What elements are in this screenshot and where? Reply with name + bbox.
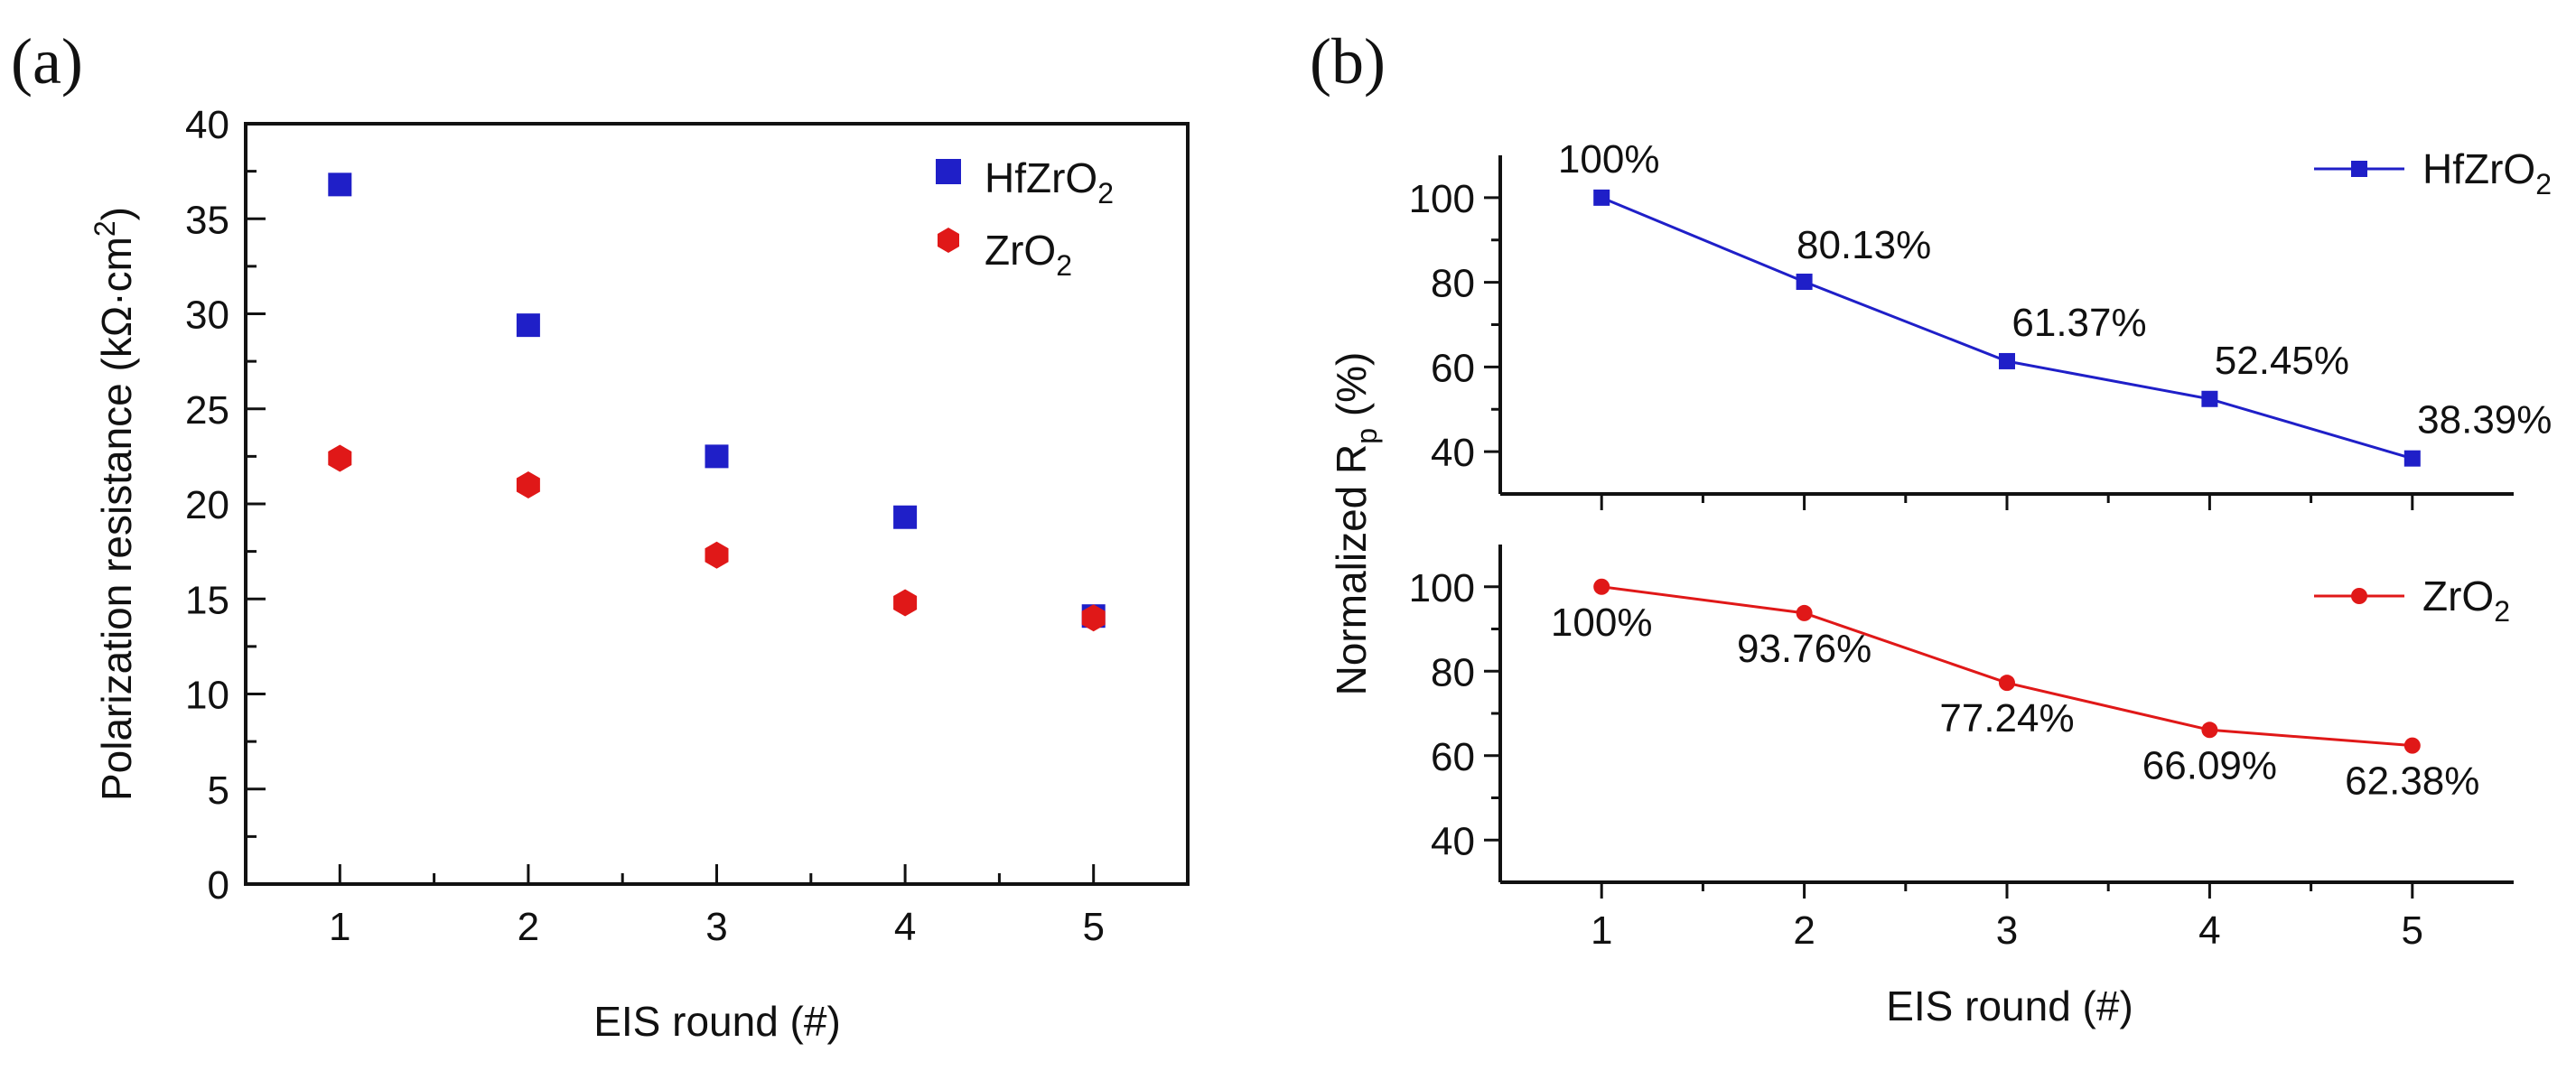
panel-b-line-chart: (b) 40 60 80 100 40 60 80 100 1 2 3 4 5 100% 80.13% 61…	[1310, 25, 2552, 1029]
panel-b-y-axis-label: Normalized Rp (%)	[1328, 352, 1383, 696]
a-y-tick-label: 15	[185, 578, 229, 622]
b-point-zro2	[1593, 578, 1610, 595]
b-y-tick-label: 100	[1409, 566, 1475, 610]
a-point-hfzro2	[516, 313, 540, 338]
b-data-label-hfzro2: 52.45%	[2215, 339, 2349, 383]
a-point-zro2	[705, 541, 729, 569]
b-x-tick-label: 4	[2198, 908, 2220, 953]
a-point-zro2	[893, 589, 918, 617]
legend-label-hfzro2: HfZrO2	[2422, 145, 2552, 200]
b-y-tick-label: 60	[1431, 735, 1475, 779]
b-data-label-hfzro2: 61.37%	[2011, 301, 2146, 345]
b-point-zro2	[2201, 722, 2218, 739]
panel-a-markers	[328, 172, 1106, 632]
b-point-zro2	[2403, 737, 2421, 754]
b-y-tick-label: 40	[1431, 819, 1475, 863]
a-y-tick-label: 35	[185, 198, 229, 242]
panel-b-bottom-legend: ZrO2	[2314, 573, 2510, 628]
b-line-hfzro2	[1601, 196, 2413, 461]
b-point-zro2	[1999, 675, 2015, 692]
b-y-tick-label: 100	[1409, 177, 1475, 221]
b-data-label-zro2: 62.38%	[2345, 759, 2479, 804]
b-data-label-zro2: 100%	[1551, 601, 1653, 645]
a-y-tick-label: 30	[185, 293, 229, 338]
a-point-zro2	[516, 471, 540, 498]
panel-b-letter: (b)	[1310, 25, 1386, 98]
a-y-tick-label: 40	[185, 103, 229, 147]
a-point-zro2	[1081, 604, 1106, 632]
legend-label-zro2: ZrO2	[985, 227, 1072, 282]
legend-marker-hfzro2	[2351, 161, 2367, 177]
b-y-tick-label: 80	[1431, 262, 1475, 306]
legend-marker-zro2	[2351, 588, 2367, 604]
legend-label-zro2: ZrO2	[2422, 573, 2510, 628]
panel-a-x-axis-label: EIS round (#)	[593, 998, 841, 1045]
a-point-zro2	[328, 444, 352, 472]
a-y-tick-label: 25	[185, 388, 229, 433]
a-point-hfzro2	[328, 172, 352, 197]
a-x-tick-label: 5	[1082, 905, 1104, 949]
b-point-hfzro2	[1796, 274, 1813, 291]
panel-b-top-legend: HfZrO2	[2314, 145, 2552, 200]
b-data-label-hfzro2: 80.13%	[1797, 223, 1931, 267]
a-y-tick-label: 5	[208, 768, 229, 813]
b-x-tick-label: 5	[2402, 908, 2423, 953]
legend-label-hfzro2: HfZrO2	[985, 154, 1114, 210]
b-y-tick-label: 60	[1431, 346, 1475, 390]
panel-b-series: 100% 80.13% 61.37% 52.45% 38.39% 100% 93.76% 77…	[1551, 137, 2552, 804]
b-x-tick-label: 3	[1996, 908, 2018, 953]
b-data-label-zro2: 93.76%	[1737, 627, 1871, 671]
b-data-label-zro2: 66.09%	[2142, 743, 2277, 787]
a-y-tick-label: 0	[208, 863, 229, 908]
b-y-tick-label: 80	[1431, 650, 1475, 694]
b-point-hfzro2	[1593, 189, 1610, 206]
b-point-zro2	[1796, 604, 1813, 621]
b-x-tick-label: 1	[1591, 908, 1612, 953]
a-point-hfzro2	[705, 444, 729, 469]
a-x-tick-label: 2	[518, 905, 539, 949]
b-point-hfzro2	[2403, 450, 2421, 467]
panel-a-scatter-chart: (a) 0 5 10 15 20 25 30 35 40 1 2 3 4 5 HfZrO2 ZrO2 EI…	[11, 25, 1190, 1045]
b-data-label-zro2: 77.24%	[1939, 696, 2074, 740]
panel-b-x-axis-label: EIS round (#)	[1886, 983, 2133, 1029]
b-x-tick-label: 2	[1793, 908, 1815, 953]
b-point-hfzro2	[2201, 390, 2218, 407]
legend-marker-hfzro2	[936, 159, 961, 184]
b-y-tick-label: 40	[1431, 431, 1475, 475]
panel-b-ticks: 40 60 80 100 40 60 80 100 1 2 3 4 5	[1409, 177, 2423, 953]
a-point-hfzro2	[893, 505, 918, 529]
a-x-tick-label: 4	[894, 905, 916, 949]
a-y-tick-label: 10	[185, 674, 229, 718]
b-data-label-hfzro2: 100%	[1558, 137, 1660, 182]
panel-a-ticks: 0 5 10 15 20 25 30 35 40 1 2 3 4 5	[185, 103, 1105, 949]
a-y-tick-label: 20	[185, 483, 229, 527]
panel-a-letter: (a)	[11, 25, 83, 98]
legend-marker-zro2	[938, 228, 959, 253]
a-x-tick-label: 3	[705, 905, 727, 949]
b-point-hfzro2	[1999, 352, 2015, 369]
panel-a-y-axis-label: Polarization resistance (kΩ·cm2)	[89, 207, 140, 801]
panel-a-legend: HfZrO2 ZrO2	[936, 154, 1114, 282]
a-x-tick-label: 1	[329, 905, 350, 949]
b-data-label-hfzro2: 38.39%	[2417, 398, 2552, 442]
